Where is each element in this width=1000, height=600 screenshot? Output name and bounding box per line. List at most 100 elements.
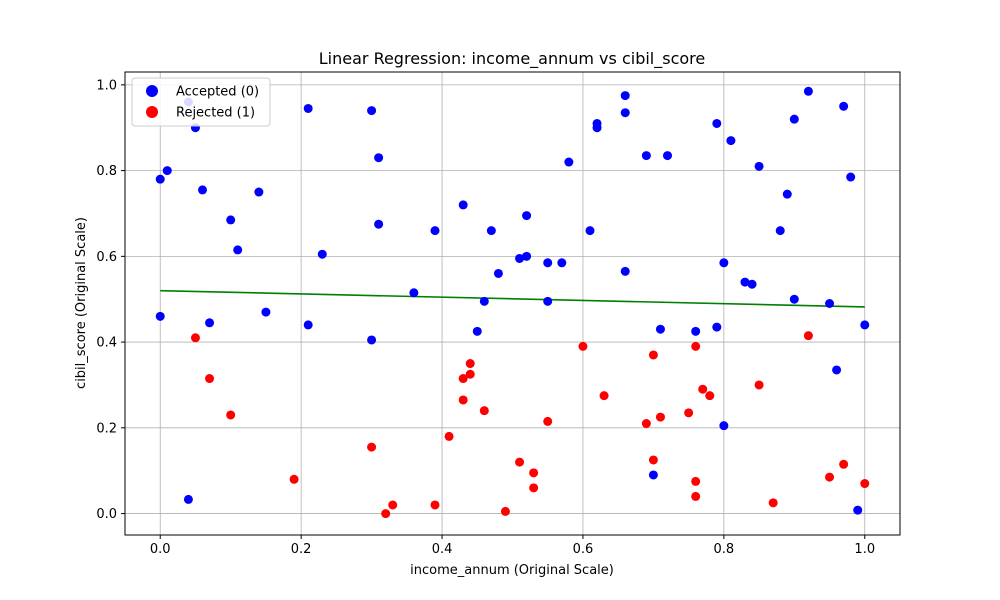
accepted-point: [367, 335, 377, 345]
y-axis-label: cibil_score (Original Scale): [74, 217, 89, 389]
accepted-point: [374, 153, 384, 163]
rejected-point: [655, 412, 665, 422]
rejected-point: [648, 455, 658, 465]
rejected-point: [754, 380, 764, 390]
rejected-point: [698, 384, 708, 394]
rejected-point: [543, 416, 553, 426]
rejected-point: [768, 498, 778, 508]
rejected-point: [367, 442, 377, 452]
rejected-point: [515, 457, 525, 467]
x-tick-label: 0.4: [432, 542, 453, 557]
accepted-point: [162, 166, 172, 176]
accepted-point: [261, 307, 271, 317]
x-tick-label: 0.0: [150, 542, 171, 557]
rejected-point: [529, 468, 539, 478]
rejected-point: [465, 369, 475, 379]
accepted-point: [712, 322, 722, 332]
accepted-point: [719, 258, 729, 268]
rejected-point: [648, 350, 658, 360]
accepted-point: [853, 505, 863, 515]
accepted-point: [522, 211, 532, 221]
accepted-point: [860, 320, 870, 330]
y-tick-label: 0.8: [96, 164, 117, 179]
y-tick-label: 0.4: [96, 336, 117, 351]
accepted-point: [620, 266, 630, 276]
rejected-point: [226, 410, 236, 420]
rejected-point: [465, 359, 475, 369]
accepted-point: [846, 172, 856, 182]
accepted-point: [233, 245, 243, 255]
accepted-point: [226, 215, 236, 225]
accepted-point: [430, 226, 440, 236]
accepted-point: [543, 296, 553, 306]
rejected-point: [691, 491, 701, 501]
rejected-point: [691, 341, 701, 351]
accepted-point: [409, 288, 419, 298]
legend: Accepted (0) Rejected (1): [131, 77, 271, 127]
y-tick-label: 0.2: [96, 421, 117, 436]
accepted-point: [803, 86, 813, 96]
x-axis-label: income_annum (Original Scale): [410, 563, 614, 578]
regression-line: [160, 289, 865, 308]
accepted-point: [691, 326, 701, 336]
rejected-point: [691, 476, 701, 486]
accepted-point: [205, 318, 215, 328]
accepted-point: [472, 326, 482, 336]
accepted-point: [585, 226, 595, 236]
legend-rejected-label: Rejected (1): [176, 106, 255, 121]
x-tick-label: 0.8: [714, 542, 735, 557]
x-tick-label: 1.0: [854, 542, 875, 557]
accepted-point: [747, 279, 757, 289]
rejected-point: [205, 374, 215, 384]
accepted-point: [740, 277, 750, 287]
y-tick-label: 0.0: [96, 507, 117, 522]
accepted-point: [515, 253, 525, 263]
rejected-point: [458, 395, 468, 405]
accepted-point: [832, 365, 842, 375]
accepted-point: [458, 200, 468, 210]
accepted-point: [557, 258, 567, 268]
accepted-point: [155, 174, 165, 184]
rejected-point: [381, 509, 391, 519]
accepted-point: [726, 136, 736, 146]
accepted-point: [648, 470, 658, 480]
chart-title: Linear Regression: income_annum vs cibil…: [319, 49, 705, 69]
accepted-point: [782, 189, 792, 199]
legend-rejected-marker: [146, 106, 158, 118]
accepted-point: [719, 421, 729, 431]
rejected-point: [803, 331, 813, 341]
rejected-point: [289, 474, 299, 484]
rejected-point: [529, 483, 539, 493]
rejected-point: [479, 406, 489, 416]
accepted-point: [592, 123, 602, 133]
rejected-point: [430, 500, 440, 510]
accepted-point: [522, 251, 532, 261]
accepted-point: [789, 114, 799, 124]
rejected-point: [458, 374, 468, 384]
accepted-point: [825, 299, 835, 308]
regression-line-layer: [160, 289, 865, 308]
accepted-point: [479, 296, 489, 306]
rejected-point: [500, 506, 510, 516]
accepted-point: [486, 226, 496, 236]
plot-area-frame: [124, 71, 901, 536]
accepted-point: [655, 324, 665, 334]
accepted-point: [663, 151, 672, 161]
accepted-point: [775, 226, 785, 236]
rejected-point: [860, 479, 870, 489]
rejected-point: [388, 500, 398, 510]
rejected-point: [190, 333, 200, 343]
accepted-point: [754, 161, 764, 171]
accepted-point: [254, 187, 264, 197]
accepted-point: [712, 118, 722, 128]
rejected-point: [684, 408, 694, 418]
accepted-point: [198, 185, 207, 195]
y-tick-label: 0.6: [96, 250, 117, 265]
accepted-point: [155, 311, 165, 321]
accepted-point: [839, 101, 849, 111]
accepted-point: [367, 106, 377, 116]
accepted-point: [620, 91, 630, 101]
grid-lines: [125, 72, 900, 535]
accepted-point: [374, 219, 384, 229]
